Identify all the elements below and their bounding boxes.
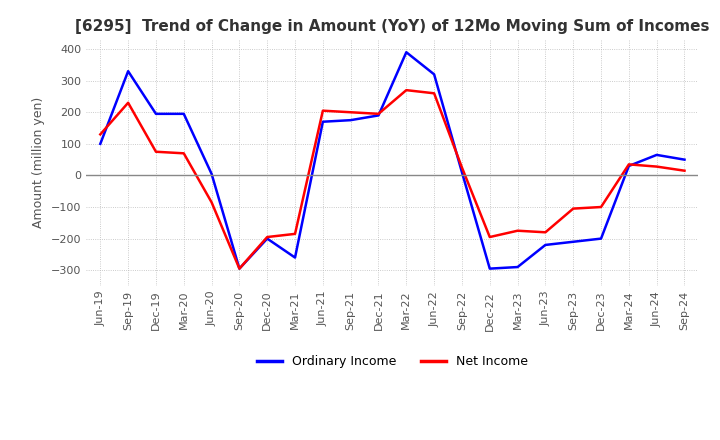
Ordinary Income [458, 170, 467, 175]
Y-axis label: Amount (million yen): Amount (million yen) [32, 97, 45, 228]
Net Income [374, 111, 383, 117]
Net Income [235, 266, 243, 271]
Net Income [541, 230, 550, 235]
Ordinary Income [152, 111, 161, 117]
Ordinary Income [291, 255, 300, 260]
Ordinary Income [652, 152, 661, 158]
Net Income [124, 100, 132, 106]
Ordinary Income [430, 72, 438, 77]
Net Income [652, 164, 661, 169]
Ordinary Income [624, 163, 633, 169]
Line: Ordinary Income: Ordinary Income [100, 52, 685, 269]
Ordinary Income [569, 239, 577, 244]
Ordinary Income [485, 266, 494, 271]
Net Income [485, 235, 494, 240]
Net Income [291, 231, 300, 237]
Net Income [513, 228, 522, 233]
Ordinary Income [374, 113, 383, 118]
Net Income [680, 168, 689, 173]
Net Income [402, 88, 410, 93]
Ordinary Income [124, 69, 132, 74]
Ordinary Income [680, 157, 689, 162]
Legend: Ordinary Income, Net Income: Ordinary Income, Net Income [252, 350, 533, 374]
Net Income [624, 162, 633, 167]
Ordinary Income [179, 111, 188, 117]
Net Income [569, 206, 577, 211]
Title: [6295]  Trend of Change in Amount (YoY) of 12Mo Moving Sum of Incomes: [6295] Trend of Change in Amount (YoY) o… [75, 19, 710, 34]
Net Income [152, 149, 161, 154]
Net Income [179, 150, 188, 156]
Ordinary Income [541, 242, 550, 248]
Ordinary Income [235, 266, 243, 271]
Ordinary Income [513, 264, 522, 270]
Ordinary Income [318, 119, 327, 125]
Net Income [263, 235, 271, 240]
Net Income [430, 91, 438, 96]
Ordinary Income [597, 236, 606, 241]
Ordinary Income [96, 141, 104, 147]
Line: Net Income: Net Income [100, 90, 685, 269]
Ordinary Income [346, 117, 355, 123]
Net Income [207, 200, 216, 205]
Ordinary Income [207, 171, 216, 176]
Ordinary Income [263, 236, 271, 241]
Net Income [96, 132, 104, 137]
Net Income [458, 165, 467, 170]
Net Income [346, 110, 355, 115]
Net Income [318, 108, 327, 114]
Net Income [597, 205, 606, 210]
Ordinary Income [402, 50, 410, 55]
